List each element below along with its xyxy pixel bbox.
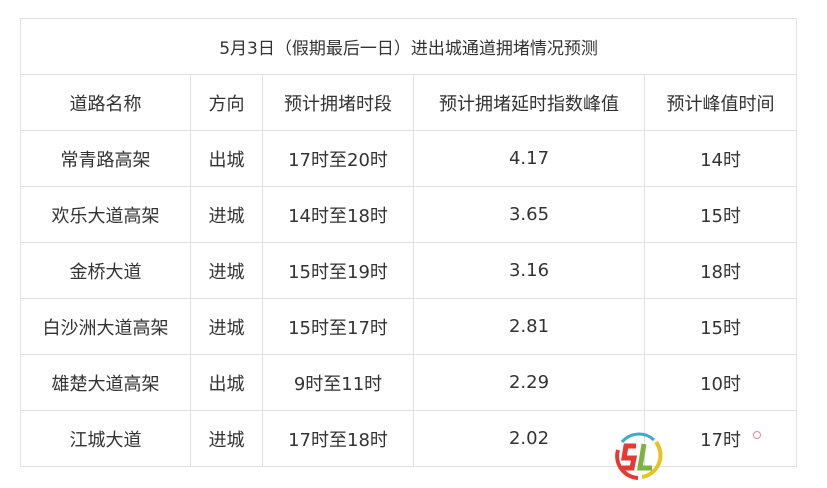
cell-peak-delay-index: 4.17 — [413, 130, 645, 187]
header-direction: 方向 — [190, 74, 263, 131]
table-row: 雄楚大道高架 出城 9时至11时 2.29 10时 — [20, 354, 798, 411]
table-row: 欢乐大道高架 进城 14时至18时 3.65 15时 — [20, 186, 798, 243]
decorative-dot — [753, 431, 761, 439]
cell-direction: 进城 — [190, 186, 263, 243]
table-title: 5月3日（假期最后一日）进出城通道拥堵情况预测 — [19, 18, 798, 75]
cell-direction: 进城 — [190, 298, 263, 355]
cell-road-name: 金桥大道 — [20, 242, 191, 299]
cell-direction: 进城 — [190, 410, 263, 467]
table-row: 白沙洲大道高架 进城 15时至17时 2.81 15时 — [20, 298, 798, 355]
cell-road-name: 雄楚大道高架 — [20, 354, 191, 411]
cell-peak-delay-index: 2.02 — [413, 410, 645, 467]
cell-direction: 进城 — [190, 242, 263, 299]
sl-logo-watermark — [615, 432, 663, 480]
cell-congestion-period: 15时至17时 — [262, 298, 414, 355]
header-peak-delay-index: 预计拥堵延时指数峰值 — [413, 74, 645, 131]
table-row: 常青路高架 出城 17时至20时 4.17 14时 — [20, 130, 798, 187]
cell-road-name: 常青路高架 — [20, 130, 191, 187]
cell-direction: 出城 — [190, 354, 263, 411]
cell-congestion-period: 9时至11时 — [262, 354, 414, 411]
table-row: 江城大道 进城 17时至18时 2.02 17时 — [20, 410, 798, 467]
cell-congestion-period: 17时至18时 — [262, 410, 414, 467]
cell-peak-delay-index: 2.29 — [413, 354, 645, 411]
table-row: 金桥大道 进城 15时至19时 3.16 18时 — [20, 242, 798, 299]
cell-peak-time: 17时 — [643, 410, 798, 467]
cell-road-name: 欢乐大道高架 — [20, 186, 191, 243]
cell-direction: 出城 — [190, 130, 263, 187]
cell-road-name: 江城大道 — [20, 410, 191, 467]
cell-congestion-period: 17时至20时 — [262, 130, 414, 187]
cell-peak-delay-index: 2.81 — [413, 298, 645, 355]
cell-peak-time: 15时 — [643, 186, 798, 243]
table-header-row: 道路名称 方向 预计拥堵时段 预计拥堵延时指数峰值 预计峰值时间 — [20, 74, 798, 131]
cell-congestion-period: 14时至18时 — [262, 186, 414, 243]
cell-peak-time: 15时 — [643, 298, 798, 355]
congestion-forecast-table: 5月3日（假期最后一日）进出城通道拥堵情况预测 道路名称 方向 预计拥堵时段 预… — [19, 18, 798, 467]
cell-road-name: 白沙洲大道高架 — [20, 298, 191, 355]
table-title-row: 5月3日（假期最后一日）进出城通道拥堵情况预测 — [19, 18, 798, 75]
cell-peak-time: 10时 — [643, 354, 798, 411]
cell-peak-delay-index: 3.65 — [413, 186, 645, 243]
cell-peak-delay-index: 3.16 — [413, 242, 645, 299]
header-peak-time: 预计峰值时间 — [643, 74, 798, 131]
cell-congestion-period: 15时至19时 — [262, 242, 414, 299]
header-road-name: 道路名称 — [20, 74, 191, 131]
cell-peak-time: 14时 — [643, 130, 798, 187]
header-congestion-period: 预计拥堵时段 — [262, 74, 414, 131]
cell-peak-time: 18时 — [643, 242, 798, 299]
